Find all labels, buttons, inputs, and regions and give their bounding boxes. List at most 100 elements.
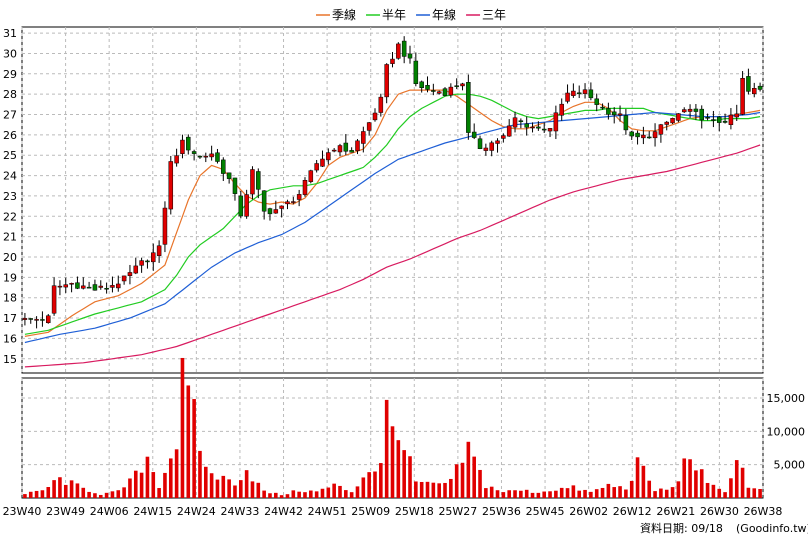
legend-label-0: 季線 (332, 7, 356, 22)
volume-bar (478, 469, 482, 498)
volume-bar (373, 471, 377, 498)
legend: 季線 半年 年線 三年 (316, 7, 506, 22)
x-tick-label: 24W24 (177, 505, 216, 518)
volume-bar (414, 481, 418, 498)
volume-bar (198, 450, 202, 498)
candle-body (355, 140, 360, 151)
volume-bar (460, 462, 465, 498)
volume-bar (699, 469, 704, 498)
candle-body (261, 190, 267, 212)
candle-body (22, 318, 28, 320)
volume-bar (705, 482, 710, 498)
volume-bar (489, 486, 494, 498)
candle-body (174, 155, 179, 164)
candle-body (401, 40, 407, 57)
candle-body (617, 113, 623, 116)
volume-bar (402, 450, 406, 498)
candle-body (687, 108, 693, 112)
candle-body (524, 123, 529, 128)
candle-body (203, 155, 209, 158)
x-tick-label: 24W15 (133, 505, 172, 518)
volume-bar (454, 464, 459, 498)
volume-bar (542, 491, 547, 498)
volume-bar (40, 490, 45, 498)
candle-body (635, 132, 640, 138)
candle-body (291, 201, 296, 203)
x-tick-label: 23W40 (3, 505, 42, 518)
volume-bar (46, 487, 51, 498)
volume-bar (303, 492, 307, 498)
volume-bar (536, 492, 541, 498)
candle-body (51, 285, 57, 314)
x-tick-label: 25W36 (482, 505, 521, 518)
volume-bar (98, 494, 103, 498)
volume-bar (58, 477, 62, 498)
volume-bar (711, 484, 716, 498)
candle-body (547, 128, 553, 132)
x-tick-label: 24W06 (90, 505, 129, 518)
volume-bar (367, 472, 371, 498)
candle-body (191, 151, 197, 154)
candle-body (69, 283, 74, 285)
volume-bar (285, 494, 290, 498)
candle-body (121, 275, 127, 282)
volume-bar (612, 487, 617, 498)
candle-body (331, 149, 337, 152)
volume-bar (466, 441, 471, 498)
candle-body (658, 124, 664, 135)
candle-body (501, 135, 506, 139)
candle-body (419, 81, 424, 89)
price-tick-label: 28 (3, 88, 17, 101)
candle-body (127, 272, 133, 276)
axes: 15 16 17 18 19 20 21 22 23 24 25 26 27 28 29 30 31 5,000 1… (3, 27, 805, 518)
candle-body (221, 159, 226, 174)
volume-bar (52, 480, 56, 498)
candle-body (477, 138, 483, 149)
volume-bar (659, 488, 663, 498)
candle-body (705, 117, 710, 119)
volume-bar (279, 495, 284, 498)
candle-body (483, 147, 489, 151)
volume-bar (116, 490, 121, 498)
volume-bar (577, 490, 582, 498)
x-tick-label: 26W30 (700, 505, 739, 518)
volume-bar (729, 478, 733, 498)
volume-bar (221, 475, 226, 498)
candle-body (366, 122, 372, 131)
candle-body (98, 285, 104, 288)
volume-bar (740, 467, 745, 498)
candle-body (506, 125, 512, 137)
volume-bar (69, 480, 74, 498)
volume-bar (75, 483, 80, 498)
volume-bar (203, 466, 208, 498)
candle-body (296, 194, 302, 200)
volume-bar (530, 492, 535, 498)
price-frame (21, 26, 764, 374)
candle-body (518, 120, 524, 122)
volume-bar (349, 492, 354, 498)
volume-bar (227, 479, 231, 498)
volume-tick-label: 15,000 (767, 392, 806, 405)
volume-bar (361, 477, 366, 498)
volume-bar (571, 485, 576, 498)
volume-bar (734, 460, 739, 498)
volume-bar (390, 426, 395, 498)
volume-bar (192, 399, 196, 498)
price-tick-label: 17 (3, 312, 17, 325)
candle-body (582, 89, 588, 94)
volume-bar (717, 488, 722, 498)
candle-body (343, 142, 349, 152)
candle-body (226, 172, 232, 179)
volume-bar (180, 357, 185, 498)
candle-body (104, 287, 109, 290)
candle-body (145, 260, 150, 263)
candle-body (646, 136, 652, 139)
candle-body (495, 140, 500, 144)
volume-bar (589, 491, 593, 498)
candle-body (460, 83, 465, 87)
volume-bar (653, 491, 657, 498)
candle-body (431, 90, 436, 92)
volume-bar (408, 456, 412, 498)
volume-bar (600, 487, 605, 498)
volume-bar (215, 479, 220, 498)
